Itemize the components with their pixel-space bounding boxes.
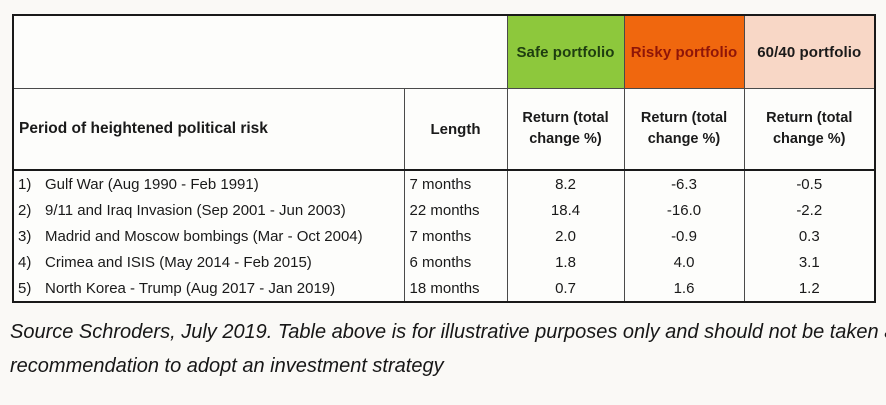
portfolio-header-row: Safe portfolio Risky portfolio 60/40 por… <box>12 15 876 89</box>
period-label: 9/11 and Iraq Invasion (Sep 2001 - Jun 2… <box>45 201 346 219</box>
period-label: North Korea - Trump (Aug 2017 - Jan 2019… <box>45 279 336 297</box>
length-cell: 7 months <box>403 170 508 197</box>
mixed-return-cell: 0.3 <box>743 223 876 249</box>
table-row: 5) North Korea - Trump (Aug 2017 - Jan 20… <box>12 275 876 302</box>
row-number: 3) <box>18 227 32 245</box>
period-cell: 3) Madrid and Moscow bombings (Mar - Oct … <box>12 223 405 249</box>
mixed-return-cell: 1.2 <box>743 275 876 302</box>
risky-return-cell: -6.3 <box>623 170 745 197</box>
safe-return-cell: 0.7 <box>506 275 625 302</box>
column-header-row: Period of heightened political risk Leng… <box>12 88 876 171</box>
safe-return-cell: 2.0 <box>506 223 625 249</box>
source-note-line-2: recommendation to adopt an investment st… <box>10 355 444 377</box>
length-cell: 7 months <box>403 223 508 249</box>
source-note-line-1: Source Schroders, July 2019. Table above… <box>10 321 886 343</box>
length-cell: 6 months <box>403 249 508 275</box>
period-column-header: Period of heightened political risk <box>12 88 405 171</box>
length-cell: 18 months <box>403 275 508 302</box>
period-cell: 2) 9/11 and Iraq Invasion (Sep 2001 - Jun… <box>12 197 405 223</box>
table-row: 3) Madrid and Moscow bombings (Mar - Oct … <box>12 223 876 249</box>
row-number: 1) <box>18 175 32 193</box>
period-cell: 4) Crimea and ISIS (May 2014 - Feb 2015) <box>12 249 405 275</box>
source-note: Source Schroders, July 2019. Table above… <box>10 315 886 383</box>
60-40-portfolio-header: 60/40 portfolio <box>743 15 876 89</box>
length-column-header: Length <box>403 88 508 171</box>
risky-return-cell: 4.0 <box>623 249 745 275</box>
risky-return-cell: -0.9 <box>623 223 745 249</box>
period-label: Madrid and Moscow bombings (Mar - Oct 20… <box>45 227 363 245</box>
risky-return-column-header: Return (total change %) <box>623 88 745 171</box>
safe-portfolio-header: Safe portfolio <box>506 15 625 89</box>
table-row: 4) Crimea and ISIS (May 2014 - Feb 2015) … <box>12 249 876 275</box>
period-cell: 1) Gulf War (Aug 1990 - Feb 1991) <box>12 170 405 197</box>
mixed-return-column-header: Return (total change %) <box>743 88 876 171</box>
safe-return-column-header: Return (total change %) <box>506 88 625 171</box>
mixed-return-cell: -0.5 <box>743 170 876 197</box>
mixed-return-cell: -2.2 <box>743 197 876 223</box>
blank-header-cell <box>12 15 508 89</box>
length-cell: 22 months <box>403 197 508 223</box>
row-number: 5) <box>18 279 32 297</box>
mixed-return-cell: 3.1 <box>743 249 876 275</box>
safe-return-cell: 8.2 <box>506 170 625 197</box>
risky-return-cell: -16.0 <box>623 197 745 223</box>
risky-return-cell: 1.6 <box>623 275 745 302</box>
period-label: Crimea and ISIS (May 2014 - Feb 2015) <box>45 253 312 271</box>
risky-portfolio-header: Risky portfolio <box>623 15 745 89</box>
safe-return-cell: 18.4 <box>506 197 625 223</box>
period-label: Gulf War (Aug 1990 - Feb 1991) <box>45 175 259 193</box>
row-number: 4) <box>18 253 32 271</box>
safe-return-cell: 1.8 <box>506 249 625 275</box>
political-risk-table: Safe portfolio Risky portfolio 60/40 por… <box>12 14 876 303</box>
period-cell: 5) North Korea - Trump (Aug 2017 - Jan 20… <box>12 275 405 302</box>
row-number: 2) <box>18 201 32 219</box>
table-row: 1) Gulf War (Aug 1990 - Feb 1991) 7 month… <box>12 170 876 197</box>
table-row: 2) 9/11 and Iraq Invasion (Sep 2001 - Jun… <box>12 197 876 223</box>
